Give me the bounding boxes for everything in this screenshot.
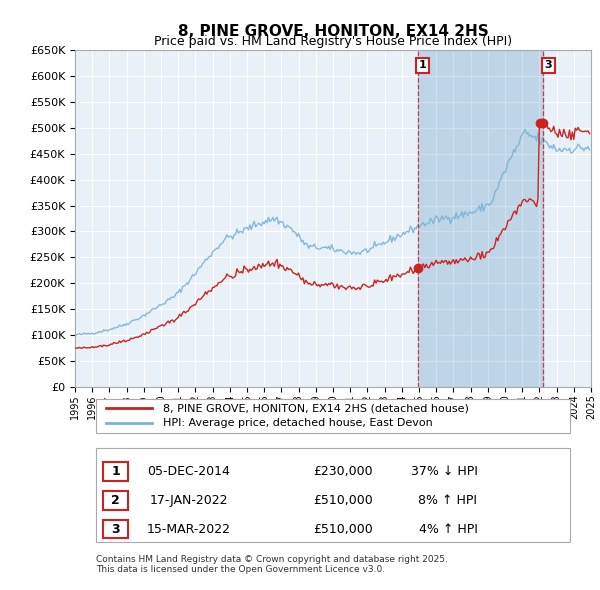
Text: £510,000: £510,000 [313, 523, 373, 536]
Text: 2: 2 [112, 494, 120, 507]
Text: 1: 1 [112, 465, 120, 478]
Text: £510,000: £510,000 [313, 494, 373, 507]
Text: £230,000: £230,000 [314, 465, 373, 478]
Text: 17-JAN-2022: 17-JAN-2022 [149, 494, 228, 507]
Text: HPI: Average price, detached house, East Devon: HPI: Average price, detached house, East… [163, 418, 433, 428]
FancyBboxPatch shape [95, 399, 571, 433]
FancyBboxPatch shape [103, 491, 128, 510]
Bar [418, 50, 543, 386]
FancyBboxPatch shape [95, 448, 571, 542]
Text: 4% ↑ HPI: 4% ↑ HPI [419, 523, 478, 536]
Text: 8, PINE GROVE, HONITON, EX14 2HS: 8, PINE GROVE, HONITON, EX14 2HS [178, 24, 488, 38]
Text: 37% ↓ HPI: 37% ↓ HPI [410, 465, 478, 478]
FancyBboxPatch shape [103, 520, 128, 539]
Text: 3: 3 [112, 523, 120, 536]
Text: 15-MAR-2022: 15-MAR-2022 [146, 523, 230, 536]
Text: Price paid vs. HM Land Registry's House Price Index (HPI): Price paid vs. HM Land Registry's House … [154, 35, 512, 48]
FancyBboxPatch shape [103, 462, 128, 481]
Text: Contains HM Land Registry data © Crown copyright and database right 2025.
This d: Contains HM Land Registry data © Crown c… [95, 555, 448, 574]
Text: 3: 3 [544, 60, 552, 70]
Text: 1: 1 [419, 60, 427, 70]
Text: 05-DEC-2014: 05-DEC-2014 [147, 465, 230, 478]
Text: 8% ↑ HPI: 8% ↑ HPI [418, 494, 478, 507]
Text: 8, PINE GROVE, HONITON, EX14 2HS (detached house): 8, PINE GROVE, HONITON, EX14 2HS (detach… [163, 403, 469, 413]
